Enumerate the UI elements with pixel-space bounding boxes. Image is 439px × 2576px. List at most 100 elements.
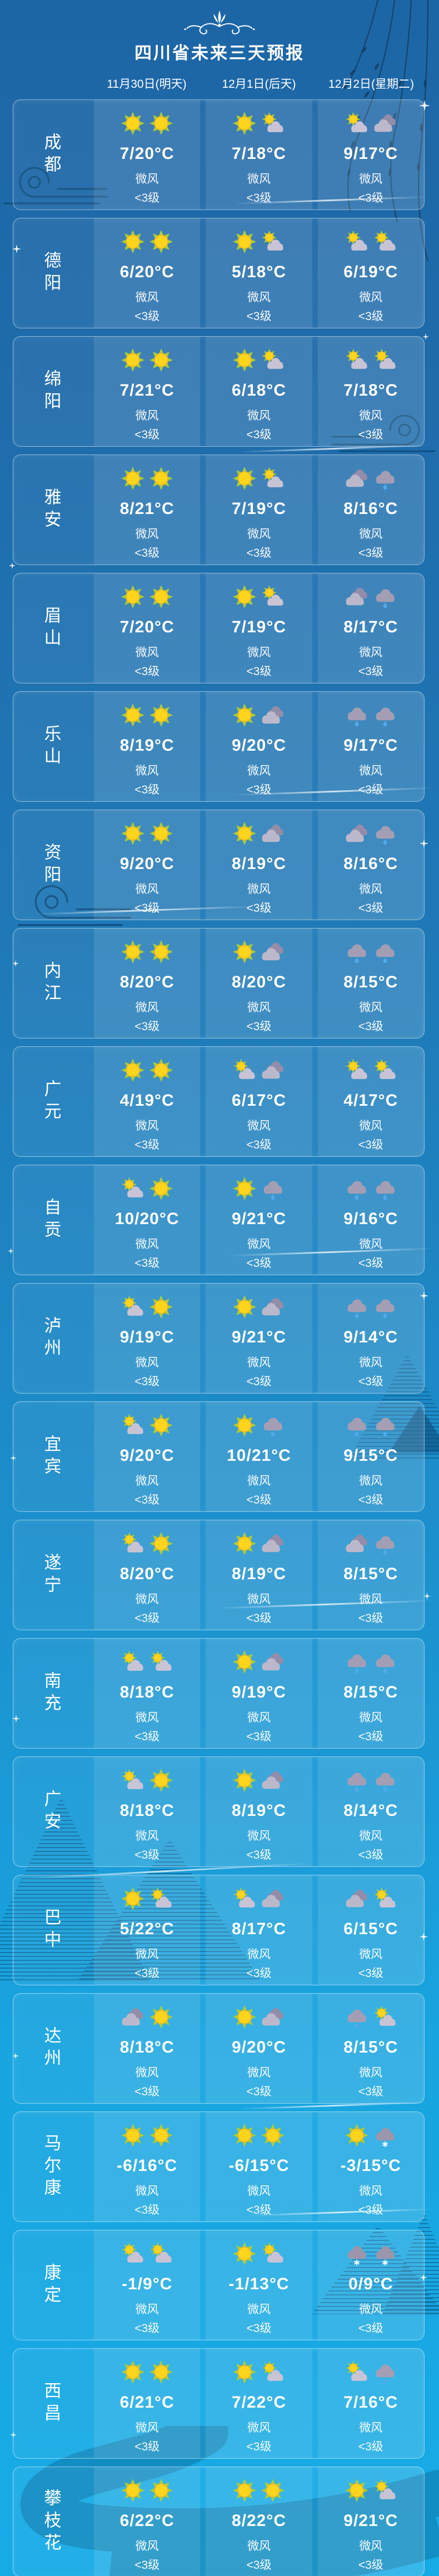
weather-icons [232,111,285,136]
wind-direction: 微风 [359,2422,383,2434]
weather-icons [121,1413,173,1437]
city-label: 眉山 [41,606,61,651]
sun-icon [121,1886,145,1911]
forecast-cell: 9/21°C 微风 <3级 [317,2467,424,2576]
weather-icons [345,1531,397,1556]
weather-icons [345,2478,397,2503]
forecast-cell: -6/16°C 微风 <3级 [94,2112,201,2221]
cloud-icon [345,1886,369,1911]
temperature-range: 9/19°C [119,1328,174,1346]
sun-cloud-icon [261,585,285,609]
sun-cloud-icon [345,348,369,372]
city-cell: 乐山 [13,692,88,801]
temperature-range: 8/16°C [343,855,398,873]
sun-icon [232,2123,257,2148]
city-label: 宜宾 [41,1434,61,1479]
weather-icons [345,1176,397,1201]
weather-icons [232,821,285,846]
sun-icon [232,2241,257,2266]
forecast-cell: 6/17°C 微风 <3级 [206,1047,312,1156]
city-forecast-row: 内江 8/20°C 微风 <3级 8/20°C 微风 <3级 8/15°C 微风… [13,928,425,1039]
weather-icons [121,821,173,846]
wind-direction: 微风 [247,2422,271,2434]
temperature-range: 9/17°C [343,736,398,755]
city-cell: 攀枝花 [13,2467,88,2576]
wind-level: <3级 [246,2440,272,2453]
sun-cloud-icon [373,1886,397,1911]
wind-level: <3级 [358,1375,383,1388]
wind-direction: 微风 [135,765,159,777]
sun-cloud-icon [121,1176,145,1201]
temperature-range: 8/19°C [231,855,287,873]
cloud-icon [261,2005,285,2029]
city-cell: 康定 [13,2230,88,2340]
wind-level: <3级 [134,2440,160,2453]
city-label: 达州 [41,2026,61,2071]
wind-level: <3级 [358,902,383,915]
wind-level: <3级 [246,1730,272,1743]
city-cell: 雅安 [13,455,88,565]
wind-level: <3级 [134,310,160,323]
rain-icon [345,1295,369,1319]
forecast-cell: 8/20°C 微风 <3级 [94,1520,201,1630]
weather-icons [232,1531,285,1556]
forecast-cell: 6/19°C 微风 <3级 [317,218,424,328]
temperature-range: 9/20°C [119,855,174,873]
wind-level: <3级 [246,1020,272,1033]
weather-icons [121,1768,173,1793]
wind-level: <3级 [358,1139,383,1151]
sun-icon [149,940,173,964]
wind-level: <3级 [134,1730,160,1743]
temperature-range: 6/20°C [119,263,174,281]
rain-icon [373,1413,397,1437]
cloud-icon [261,821,285,846]
wind-level: <3级 [246,1494,272,1506]
wind-level: <3级 [134,1257,160,1270]
wind-level: <3级 [246,902,272,915]
sun-icon [232,703,257,727]
forecast-cell: 6/22°C 微风 <3级 [94,2467,201,2576]
rain-icon [345,1413,369,1437]
cloud-icon [261,1886,285,1911]
sun-icon [121,703,145,727]
weather-icons [121,2241,173,2266]
wind-direction: 微风 [135,1830,159,1843]
temperature-range: 8/17°C [231,1920,287,1938]
temperature-range: 6/21°C [119,2393,174,2412]
city-cell: 资阳 [13,810,88,920]
wind-direction: 微风 [135,173,159,186]
rain-icon [373,1768,397,1793]
forecast-cell: 0/9°C 微风 <3级 [317,2230,424,2340]
wind-direction: 微风 [135,2422,159,2434]
city-cell: 宜宾 [13,1402,88,1511]
sun-cloud-icon [121,1413,145,1437]
city-label: 雅安 [41,487,61,532]
forecast-cell: 7/22°C 微风 <3级 [206,2349,312,2458]
page-title: 四川省未来三天预报 [134,43,305,63]
city-forecast-row: 眉山 7/20°C 微风 <3级 7/19°C 微风 <3级 8/17°C 微风… [13,573,425,683]
city-forecast-row: 遂宁 8/20°C 微风 <3级 8/19°C 微风 <3级 8/15°C 微风… [13,1520,425,1630]
sun-icon [121,229,145,254]
page-header: 四川省未来三天预报 11月30日(明天) 12月1日(后天) 12月2日(星期二… [0,0,439,92]
sun-cloud-icon [121,2241,145,2266]
forecast-cell: 8/22°C 微风 <3级 [206,2467,312,2576]
wind-direction: 微风 [359,2066,383,2079]
forecast-cell: 9/14°C 微风 <3级 [317,1284,424,1393]
forecast-cell: 8/21°C 微风 <3级 [94,455,201,565]
city-forecast-row: 成都 7/20°C 微风 <3级 7/18°C 微风 <3级 9/17°C 微风… [13,99,425,210]
sun-icon [345,2123,369,2148]
wind-level: <3级 [246,310,272,323]
sun-icon [261,2123,285,2148]
city-cell: 绵阳 [13,337,88,446]
weather-icons [121,111,173,136]
sun-icon [232,1768,257,1793]
city-forecast-row: 宜宾 9/20°C 微风 <3级 10/21°C 微风 <3级 9/15°C 微… [13,1401,425,1512]
rain-icon [345,2005,369,2029]
forecast-cell: 9/20°C 微风 <3级 [206,1994,312,2103]
temperature-range: -1/13°C [228,2275,290,2293]
forecast-cell: 8/16°C 微风 <3级 [317,810,424,920]
city-cell: 广安 [13,1757,88,1866]
date-header-row: 11月30日(明天) 12月1日(后天) 12月2日(星期二) [13,75,425,92]
wind-level: <3级 [246,1375,272,1388]
forecast-cell: 9/21°C 微风 <3级 [206,1165,312,1275]
